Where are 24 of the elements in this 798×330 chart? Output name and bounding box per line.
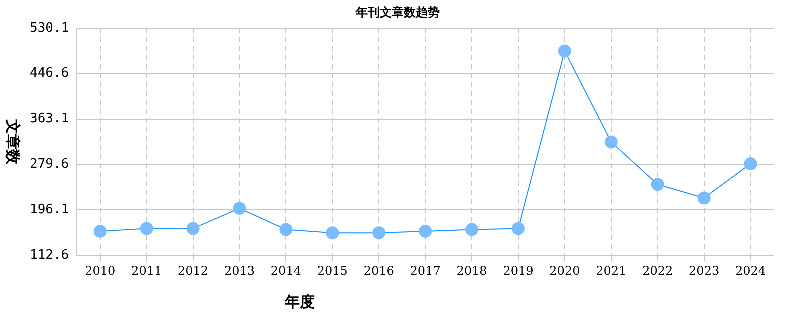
x-tick-label: 2021 (596, 264, 627, 278)
y-tick-label: 530.1 (30, 20, 70, 36)
x-tick-label: 2023 (689, 264, 720, 278)
x-tick-label: 2018 (456, 264, 488, 278)
x-tick-label: 2010 (85, 264, 116, 278)
x-tick-label: 2014 (270, 264, 302, 278)
y-tick-label: 112.6 (30, 248, 70, 263)
y-tick-label: 279.6 (30, 157, 70, 172)
x-axis-title: 年度 (284, 292, 316, 311)
x-tick-label: 2016 (364, 264, 394, 278)
x-tick-label: 2022 (642, 264, 674, 278)
y-tick-label: 196.1 (30, 202, 70, 218)
x-tick-label: 2024 (736, 264, 766, 278)
x-tick-label: 2017 (410, 264, 441, 278)
x-tick-label: 2012 (178, 264, 209, 278)
x-tick-label: 2013 (224, 264, 256, 278)
x-tick-label: 2020 (550, 264, 580, 278)
chart-title: 年刊文章数趋势 (355, 5, 440, 20)
x-tick-label: 2019 (503, 264, 534, 278)
y-tick-label: 446.6 (30, 66, 70, 82)
x-tick-label: 2011 (132, 264, 162, 278)
y-axis-title: 文章数 (4, 118, 22, 166)
y-tick-label: 363.1 (30, 112, 70, 127)
x-tick-label: 2015 (317, 264, 348, 278)
